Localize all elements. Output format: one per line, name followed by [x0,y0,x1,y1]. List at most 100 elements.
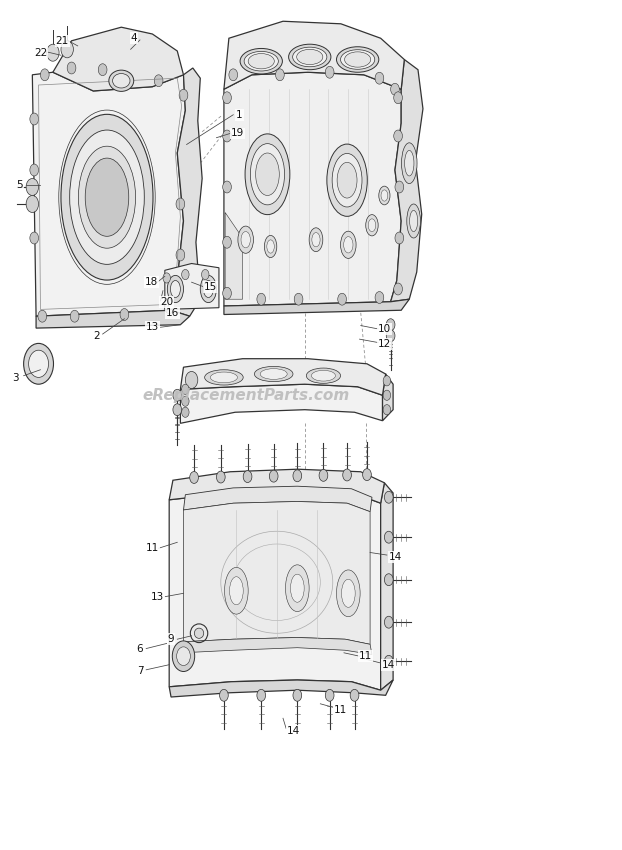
Ellipse shape [245,134,290,215]
Ellipse shape [402,143,417,184]
Circle shape [276,69,284,81]
Polygon shape [169,469,384,503]
Circle shape [26,178,39,196]
Polygon shape [383,374,393,421]
Ellipse shape [309,228,323,252]
Polygon shape [224,21,404,89]
Polygon shape [391,60,423,302]
Circle shape [38,310,47,322]
Ellipse shape [85,158,129,236]
Circle shape [394,92,402,104]
Text: 19: 19 [231,128,244,139]
Text: 2: 2 [93,331,100,341]
Circle shape [383,405,391,415]
Text: 5: 5 [17,180,23,190]
Circle shape [176,198,185,210]
Circle shape [29,350,49,377]
Circle shape [293,470,302,482]
Circle shape [120,309,129,320]
Circle shape [223,130,231,142]
Circle shape [61,41,73,58]
Circle shape [257,689,266,701]
Circle shape [386,330,395,342]
Circle shape [343,469,351,481]
Circle shape [165,302,174,314]
Circle shape [375,72,384,84]
Ellipse shape [343,236,353,253]
Polygon shape [36,310,190,328]
Circle shape [383,376,391,386]
Circle shape [185,371,198,388]
Ellipse shape [260,369,287,379]
Ellipse shape [345,52,371,67]
Text: 7: 7 [137,666,143,677]
Ellipse shape [337,570,360,617]
Ellipse shape [409,211,418,232]
Circle shape [395,232,404,244]
Circle shape [30,113,39,125]
Polygon shape [53,27,183,91]
Circle shape [216,471,225,483]
Circle shape [294,293,303,305]
Text: 14: 14 [382,660,396,670]
Ellipse shape [292,47,327,67]
Ellipse shape [194,628,203,638]
Ellipse shape [250,144,284,205]
Ellipse shape [200,275,216,303]
Text: 10: 10 [378,324,391,334]
Circle shape [67,62,76,74]
Text: 12: 12 [378,339,391,349]
Circle shape [26,196,39,212]
Polygon shape [165,264,219,309]
Ellipse shape [264,235,277,258]
Ellipse shape [312,233,320,246]
Polygon shape [224,299,409,314]
Circle shape [384,531,393,543]
Ellipse shape [203,280,213,297]
Ellipse shape [340,50,374,70]
Circle shape [176,249,185,261]
Ellipse shape [70,130,144,264]
Circle shape [154,75,163,87]
Text: 13: 13 [151,592,164,602]
Circle shape [220,689,228,701]
Ellipse shape [290,575,304,602]
Ellipse shape [368,219,376,232]
Polygon shape [169,491,381,690]
Text: 4: 4 [131,33,137,43]
Circle shape [223,287,231,299]
Circle shape [363,468,371,480]
Ellipse shape [78,146,136,248]
Ellipse shape [341,231,356,258]
Text: eReplacementParts.com: eReplacementParts.com [142,388,350,403]
Circle shape [384,574,393,586]
Circle shape [384,616,393,628]
Ellipse shape [256,153,279,196]
Circle shape [269,470,278,482]
Circle shape [182,269,189,280]
Circle shape [182,407,189,417]
Ellipse shape [170,280,180,297]
Circle shape [375,292,384,303]
Circle shape [243,471,252,483]
Circle shape [30,164,39,176]
Circle shape [383,390,391,400]
Circle shape [223,92,231,104]
Circle shape [98,64,107,76]
Text: 14: 14 [388,552,402,562]
Ellipse shape [109,71,134,92]
Circle shape [394,283,402,295]
Circle shape [190,472,198,484]
Circle shape [386,319,395,331]
Ellipse shape [297,49,323,65]
Ellipse shape [332,153,362,207]
Circle shape [319,469,328,481]
Polygon shape [169,680,393,697]
Text: 9: 9 [168,634,174,644]
Text: 13: 13 [146,322,159,332]
Circle shape [163,273,170,283]
Ellipse shape [407,204,420,238]
Ellipse shape [240,48,282,74]
Ellipse shape [225,568,248,614]
Polygon shape [225,212,243,299]
